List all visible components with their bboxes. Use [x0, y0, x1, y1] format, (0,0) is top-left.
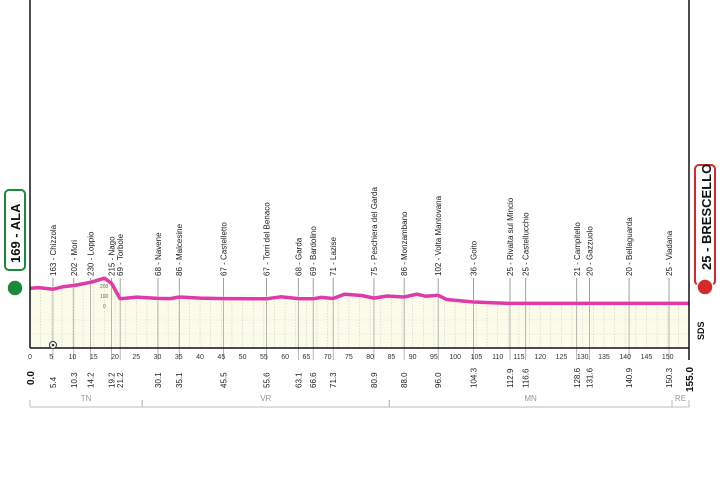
waypoint-km: 30.1	[154, 372, 163, 388]
x-tick-label: 140	[619, 354, 631, 361]
y-scale-label: 200	[100, 284, 109, 290]
province-label: TN	[81, 394, 92, 403]
x-tick-label: 90	[409, 354, 417, 361]
waypoint-label: 163 - Chizzola	[49, 224, 58, 276]
waypoint-label: 25 - Rivalta sul Mincio	[506, 197, 515, 276]
intermediate-sprint-icon-dot	[51, 343, 55, 347]
x-tick-label: 5	[49, 354, 53, 361]
x-tick-label: 145	[641, 354, 653, 361]
waypoint-km: 150.3	[665, 367, 674, 388]
waypoint-label: 71 - Lazise	[329, 236, 338, 276]
waypoint-km: 14.2	[86, 372, 95, 388]
x-tick-label: 120	[534, 354, 546, 361]
start-km: 0.0	[26, 371, 37, 385]
waypoint-label: 21 - Campitello	[573, 222, 582, 276]
waypoint-label: 215 - Nago	[108, 236, 117, 276]
finish-bike-icon	[696, 278, 714, 296]
waypoint-label: 68 - Navene	[154, 232, 163, 276]
x-tick-label: 10	[69, 354, 77, 361]
waypoint-km: 63.1	[294, 372, 303, 388]
x-tick-label: 80	[366, 354, 374, 361]
x-tick-label: 135	[598, 354, 610, 361]
waypoint-km: 71.3	[329, 372, 338, 388]
start-label: 169 - ALA	[8, 203, 23, 263]
start-bike-icon	[6, 279, 24, 297]
waypoint-label: 20 - Bellaguarda	[625, 217, 634, 276]
x-tick-label: 55	[260, 354, 268, 361]
waypoint-km: 10.3	[70, 372, 79, 388]
province-label: MN	[524, 394, 537, 403]
waypoint-label: 67 - Castelletto	[219, 222, 228, 276]
waypoint-km: 55.6	[262, 372, 271, 388]
x-tick-label: 0	[28, 354, 32, 361]
waypoint-km: 5.4	[49, 376, 58, 388]
waypoint-label: 230 - Loppio	[86, 231, 95, 276]
sprint-marker: SDS	[696, 321, 706, 340]
waypoint-km: 21.2	[116, 372, 125, 388]
x-tick-label: 115	[513, 354, 524, 361]
waypoint-label: 75 - Peschiera del Garda	[370, 187, 379, 276]
x-tick-label: 85	[387, 354, 395, 361]
waypoint-label: 25 - Viadana	[665, 230, 674, 276]
waypoint-km: 112.9	[506, 368, 515, 388]
waypoint-label: 86 - Malcesine	[175, 223, 184, 276]
x-tick-label: 65	[302, 354, 310, 361]
province-label: RE	[675, 394, 686, 403]
x-tick-label: 130	[577, 354, 589, 361]
waypoint-label: 68 - Garda	[294, 237, 303, 276]
x-tick-label: 95	[430, 354, 438, 361]
x-tick-label: 45	[217, 354, 225, 361]
waypoint-km: 88.0	[400, 372, 409, 388]
x-tick-label: 50	[239, 354, 247, 361]
waypoint-km: 128.6	[573, 367, 582, 388]
waypoint-km: 19.2	[108, 372, 117, 388]
waypoint-km: 116.6	[522, 368, 531, 388]
x-tick-label: 110	[492, 354, 503, 361]
waypoint-label: 25 - Castellucchio	[522, 212, 531, 276]
profile-area	[30, 278, 689, 348]
start-badge: 169 - ALA	[4, 189, 26, 297]
x-tick-label: 35	[175, 354, 183, 361]
waypoint-km: 131.6	[586, 367, 595, 388]
x-tick-label: 15	[90, 354, 98, 361]
profile-line	[29, 276, 689, 306]
waypoint-label: 202 - Mori	[70, 240, 79, 276]
waypoint-label: 67 - Torri del Benaco	[262, 202, 271, 276]
waypoint-label: 69 - Torbole	[116, 233, 125, 276]
x-tick-label: 105	[471, 354, 483, 361]
y-scale: 200 100 0	[100, 284, 109, 310]
waypoint-km: 96.0	[434, 372, 443, 388]
waypoint-label: 69 - Bardolino	[309, 226, 318, 276]
waypoint-km: 80.9	[370, 372, 379, 388]
finish-km: 155.0	[685, 367, 696, 392]
finish-badge: 25 - BRESCELLO	[694, 164, 716, 296]
waypoint-label: 86 - Monzambano	[400, 211, 409, 276]
waypoint-km: 35.1	[175, 372, 184, 388]
x-tick-label: 60	[281, 354, 289, 361]
x-tick-label: 125	[556, 354, 568, 361]
y-scale-label: 0	[103, 304, 106, 310]
waypoint-km: 45.5	[219, 372, 228, 388]
waypoint-km: 140.9	[625, 367, 634, 388]
waypoint-label: 36 - Goito	[469, 240, 478, 276]
x-tick-label: 100	[449, 354, 461, 361]
x-tick-label: 70	[324, 354, 332, 361]
waypoint-km: 66.6	[309, 372, 318, 388]
waypoint-km: 104.3	[469, 367, 478, 388]
x-tick-label: 30	[154, 354, 162, 361]
x-tick-label: 40	[196, 354, 204, 361]
x-tick-label: 20	[111, 354, 119, 361]
waypoint-label: 102 - Volta Mantovana	[434, 195, 443, 276]
waypoint-label: 20 - Gazzuolo	[586, 226, 595, 276]
finish-label: 25 - BRESCELLO	[699, 164, 714, 270]
x-tick-label: 150	[662, 354, 674, 361]
province-label: VR	[260, 394, 271, 403]
x-tick-label: 25	[132, 354, 140, 361]
y-scale-label: 100	[100, 294, 109, 300]
x-tick-label: 75	[345, 354, 353, 361]
